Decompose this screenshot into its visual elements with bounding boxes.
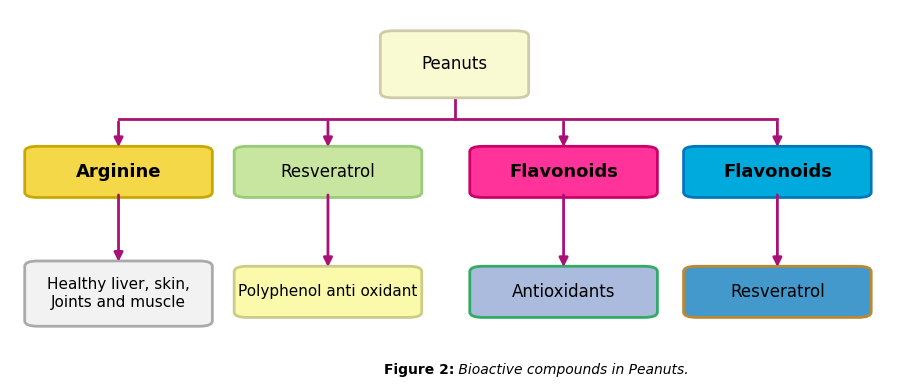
FancyBboxPatch shape: [684, 146, 871, 198]
Text: Resveratrol: Resveratrol: [281, 163, 375, 181]
Text: Flavonoids: Flavonoids: [509, 163, 618, 181]
Text: Arginine: Arginine: [75, 163, 161, 181]
Text: Peanuts: Peanuts: [422, 55, 487, 73]
FancyBboxPatch shape: [470, 266, 657, 318]
Text: Resveratrol: Resveratrol: [730, 283, 824, 301]
Text: Figure 2:: Figure 2:: [385, 363, 454, 377]
FancyBboxPatch shape: [235, 266, 422, 318]
FancyBboxPatch shape: [235, 146, 422, 198]
Text: Flavonoids: Flavonoids: [723, 163, 832, 181]
Text: Healthy liver, skin,
Joints and muscle: Healthy liver, skin, Joints and muscle: [47, 278, 190, 310]
Text: Antioxidants: Antioxidants: [512, 283, 615, 301]
FancyBboxPatch shape: [25, 261, 213, 326]
Text: Bioactive compounds in Peanuts.: Bioactive compounds in Peanuts.: [454, 363, 689, 377]
FancyBboxPatch shape: [25, 146, 213, 198]
FancyBboxPatch shape: [380, 31, 529, 98]
FancyBboxPatch shape: [684, 266, 871, 318]
Text: Polyphenol anti oxidant: Polyphenol anti oxidant: [238, 284, 417, 299]
FancyBboxPatch shape: [470, 146, 657, 198]
